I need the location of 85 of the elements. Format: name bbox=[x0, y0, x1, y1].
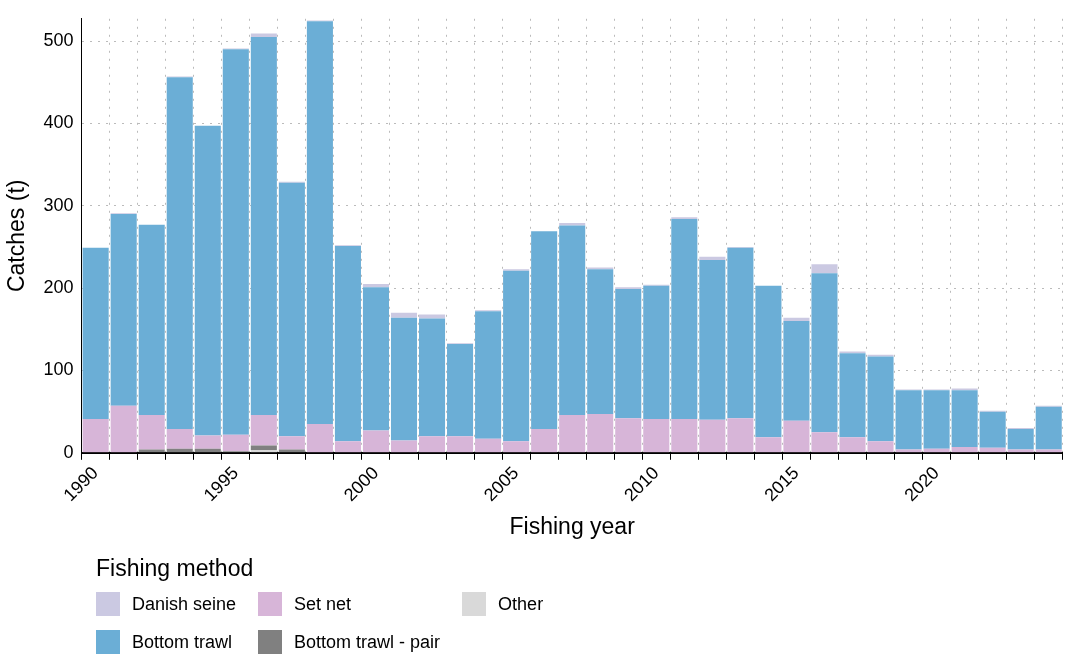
bar bbox=[1007, 428, 1034, 450]
bar bbox=[390, 440, 418, 453]
bar bbox=[110, 213, 137, 406]
bar bbox=[979, 447, 1006, 453]
bar bbox=[951, 447, 978, 453]
bar bbox=[278, 436, 305, 450]
legend-label: Danish seine bbox=[132, 593, 237, 615]
bar bbox=[727, 418, 754, 453]
bar bbox=[334, 441, 361, 453]
bar bbox=[699, 256, 726, 261]
bar bbox=[503, 270, 530, 442]
bar bbox=[447, 436, 474, 453]
bar bbox=[306, 423, 333, 453]
bar bbox=[194, 125, 221, 436]
bar bbox=[475, 311, 502, 439]
bar bbox=[503, 441, 530, 453]
bar bbox=[643, 285, 670, 420]
bar bbox=[194, 435, 221, 449]
bar bbox=[559, 414, 586, 453]
bar bbox=[362, 430, 389, 453]
y-tick-label: 100 bbox=[43, 359, 74, 380]
bar bbox=[643, 419, 670, 453]
bar bbox=[278, 182, 305, 437]
bar bbox=[250, 33, 277, 37]
bar bbox=[418, 436, 446, 453]
bar bbox=[475, 438, 502, 453]
bar bbox=[250, 414, 277, 446]
bar bbox=[783, 317, 810, 322]
bar bbox=[811, 264, 838, 274]
bar bbox=[699, 419, 726, 453]
y-tick-label: 300 bbox=[43, 194, 74, 215]
bar bbox=[138, 224, 165, 415]
bar bbox=[867, 441, 894, 453]
bar bbox=[362, 283, 389, 288]
bar bbox=[783, 321, 810, 421]
bar bbox=[138, 414, 165, 450]
bar bbox=[531, 231, 558, 429]
bar bbox=[531, 428, 558, 453]
y-tick-label: 200 bbox=[43, 277, 74, 298]
x-axis-title: Fishing year bbox=[509, 512, 636, 539]
bar bbox=[755, 285, 782, 438]
bar bbox=[895, 390, 922, 450]
bar bbox=[166, 77, 193, 429]
y-tick-label: 0 bbox=[63, 441, 74, 462]
bar bbox=[82, 247, 109, 420]
bar bbox=[951, 390, 978, 448]
bar bbox=[615, 418, 642, 453]
bar bbox=[671, 218, 698, 420]
bar bbox=[615, 288, 642, 419]
bar bbox=[979, 411, 1006, 448]
bar bbox=[587, 414, 614, 453]
y-tick-label: 500 bbox=[43, 30, 74, 50]
bar bbox=[250, 36, 277, 415]
bar bbox=[671, 419, 698, 453]
bar bbox=[923, 390, 950, 449]
bar bbox=[559, 223, 586, 226]
bar bbox=[418, 314, 446, 319]
y-axis-title: Catches (t) bbox=[3, 179, 30, 293]
bar bbox=[82, 419, 109, 453]
y-tick-label: 400 bbox=[43, 112, 74, 133]
bar bbox=[110, 405, 137, 453]
bar bbox=[334, 246, 361, 442]
bar bbox=[447, 344, 474, 437]
bar bbox=[1035, 406, 1062, 450]
bar bbox=[783, 420, 810, 453]
bar bbox=[250, 445, 277, 451]
bar bbox=[362, 287, 389, 431]
bar bbox=[587, 269, 614, 415]
bar bbox=[222, 434, 249, 452]
bar bbox=[727, 247, 754, 419]
legend-label: Bottom trawl bbox=[132, 631, 233, 653]
bar bbox=[699, 260, 726, 420]
legend-title: Fishing method bbox=[96, 555, 255, 582]
bar bbox=[418, 318, 446, 437]
bar bbox=[390, 317, 418, 441]
bar bbox=[222, 49, 249, 435]
bar bbox=[166, 428, 193, 449]
bar bbox=[306, 21, 333, 424]
legend-label: Other bbox=[498, 593, 544, 615]
bar bbox=[559, 225, 586, 415]
legend-label: Set net bbox=[294, 593, 352, 615]
bar bbox=[390, 312, 418, 318]
bar bbox=[755, 437, 782, 453]
legend-label: Bottom trawl - pair bbox=[294, 631, 441, 653]
bar bbox=[867, 356, 894, 442]
